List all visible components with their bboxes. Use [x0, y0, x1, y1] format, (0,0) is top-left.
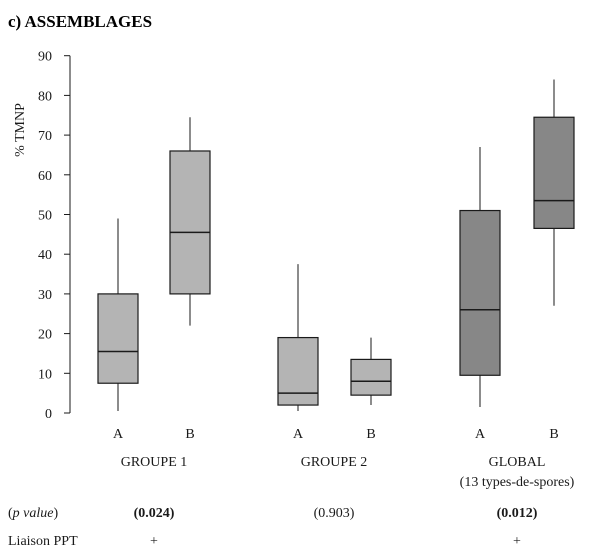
box-6: B — [533, 79, 575, 442]
category-label: A — [293, 427, 304, 442]
box-body — [277, 336, 319, 406]
box-4: B — [350, 337, 392, 442]
group-label: GROUPE 2 — [301, 455, 368, 470]
y-tick-label-60: 60 — [38, 169, 52, 184]
p-value: (0.024) — [134, 506, 175, 521]
category-label: A — [113, 427, 124, 442]
category-labels: GROUPE 1 GROUPE 2 GLOBAL (13 types-de-spore… — [121, 455, 575, 490]
y-tick-label-10: 10 — [38, 367, 52, 382]
category-label: B — [366, 427, 375, 442]
box-body — [350, 358, 392, 396]
box-5: A — [459, 147, 501, 442]
y-axis: 0 10 20 30 40 50 60 70 80 90 — [38, 50, 71, 422]
y-tick-label-70: 70 — [38, 129, 52, 144]
y-axis-label: % TMNP — [13, 103, 28, 157]
p-value: (0.903) — [314, 506, 355, 521]
y-tick-label-0: 0 — [45, 407, 52, 422]
chart-title: c) ASSEMBLAGES — [8, 12, 152, 31]
p-value-row-label-text: p value — [12, 506, 54, 521]
group-label: GLOBAL — [489, 455, 546, 470]
liaison-mark: + — [513, 534, 521, 549]
y-tick-label-80: 80 — [38, 89, 52, 104]
liaison-mark: + — [150, 534, 158, 549]
group-label: GROUPE 1 — [121, 455, 188, 470]
box-body — [459, 209, 501, 376]
category-label: A — [475, 427, 486, 442]
group-sublabel: (13 types-de-spores) — [460, 475, 575, 490]
box-body — [533, 116, 575, 229]
stats-table: (p value) Liaison PPT (0.024) + (0.903) (0.… — [8, 506, 538, 549]
box-2: B — [169, 117, 211, 442]
y-tick-label-50: 50 — [38, 209, 52, 224]
box-1: A — [97, 218, 139, 442]
y-tick-label-30: 30 — [38, 288, 52, 303]
p-value: (0.012) — [497, 506, 538, 521]
box-body — [169, 150, 211, 295]
category-label: B — [185, 427, 194, 442]
box-body — [97, 293, 139, 384]
box-3: A — [277, 264, 319, 442]
y-tick-label-40: 40 — [38, 248, 52, 263]
category-label: B — [549, 427, 558, 442]
y-tick-label-90: 90 — [38, 50, 52, 65]
liaison-row-label: Liaison PPT — [8, 534, 78, 549]
p-value-row-label: (p value) — [8, 506, 59, 521]
y-tick-label-20: 20 — [38, 328, 52, 343]
